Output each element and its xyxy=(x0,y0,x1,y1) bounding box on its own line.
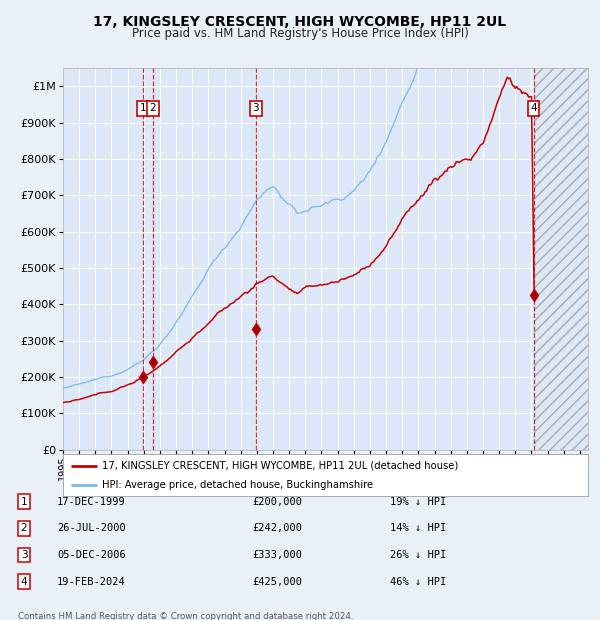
Bar xyxy=(533,68,588,450)
Text: 17-DEC-1999: 17-DEC-1999 xyxy=(57,497,126,507)
Text: 19-FEB-2024: 19-FEB-2024 xyxy=(57,577,126,587)
Text: 2: 2 xyxy=(20,523,28,533)
Text: 46% ↓ HPI: 46% ↓ HPI xyxy=(390,577,446,587)
Text: 2: 2 xyxy=(149,103,156,113)
Bar xyxy=(533,68,588,450)
Text: 4: 4 xyxy=(530,103,537,113)
Text: 17, KINGSLEY CRESCENT, HIGH WYCOMBE, HP11 2UL (detached house): 17, KINGSLEY CRESCENT, HIGH WYCOMBE, HP1… xyxy=(103,461,458,471)
Text: Price paid vs. HM Land Registry's House Price Index (HPI): Price paid vs. HM Land Registry's House … xyxy=(131,27,469,40)
Text: 26% ↓ HPI: 26% ↓ HPI xyxy=(390,550,446,560)
Text: 3: 3 xyxy=(20,550,28,560)
Text: £333,000: £333,000 xyxy=(252,550,302,560)
Text: 26-JUL-2000: 26-JUL-2000 xyxy=(57,523,126,533)
Text: Contains HM Land Registry data © Crown copyright and database right 2024.
This d: Contains HM Land Registry data © Crown c… xyxy=(18,612,353,620)
Text: 05-DEC-2006: 05-DEC-2006 xyxy=(57,550,126,560)
Text: 14% ↓ HPI: 14% ↓ HPI xyxy=(390,523,446,533)
Text: 3: 3 xyxy=(253,103,259,113)
Text: 1: 1 xyxy=(20,497,28,507)
Text: £200,000: £200,000 xyxy=(252,497,302,507)
Text: 4: 4 xyxy=(20,577,28,587)
Text: £242,000: £242,000 xyxy=(252,523,302,533)
Text: £425,000: £425,000 xyxy=(252,577,302,587)
Text: 19% ↓ HPI: 19% ↓ HPI xyxy=(390,497,446,507)
Text: HPI: Average price, detached house, Buckinghamshire: HPI: Average price, detached house, Buck… xyxy=(103,480,373,490)
Text: 1: 1 xyxy=(140,103,146,113)
Text: 17, KINGSLEY CRESCENT, HIGH WYCOMBE, HP11 2UL: 17, KINGSLEY CRESCENT, HIGH WYCOMBE, HP1… xyxy=(94,16,506,30)
